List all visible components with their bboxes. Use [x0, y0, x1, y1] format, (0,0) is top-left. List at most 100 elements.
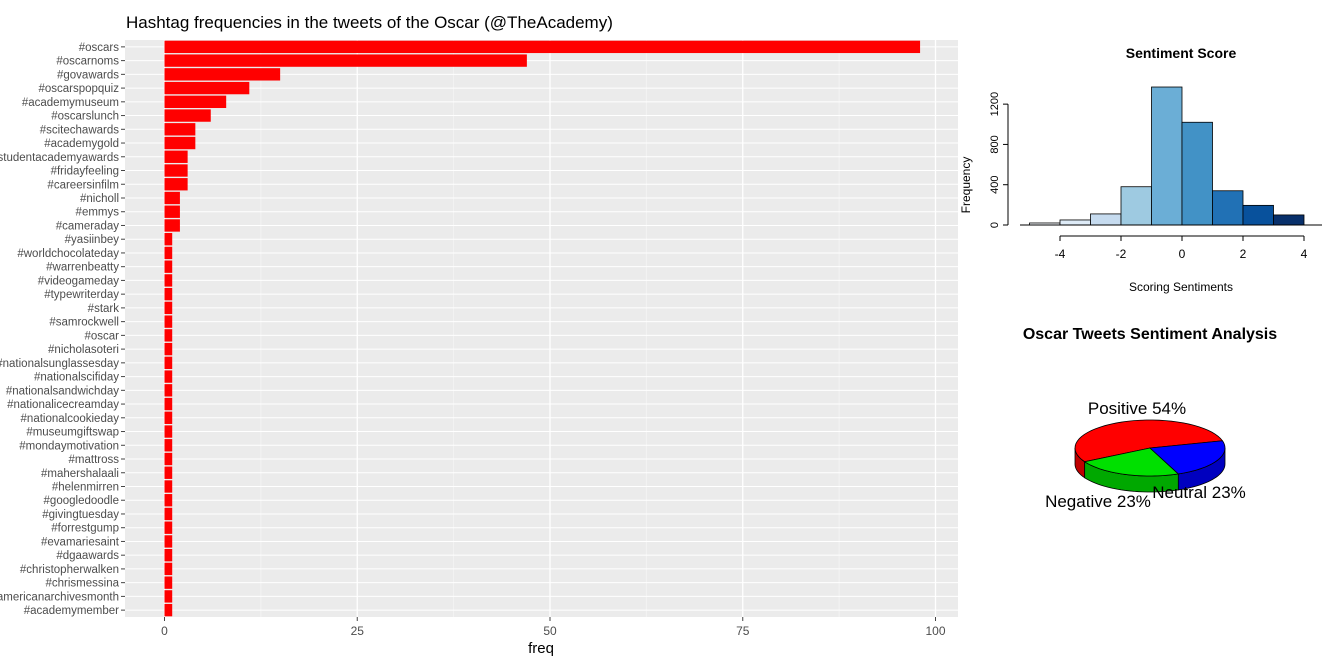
bar: [164, 603, 173, 617]
histogram-y-tick-label: 1200: [989, 92, 1001, 116]
bar: [164, 356, 173, 370]
bar: [164, 329, 173, 342]
category-label: #googledoodle: [44, 495, 119, 507]
sentiment-pie-chart: Oscar Tweets Sentiment Analysis Positive…: [1023, 326, 1277, 511]
category-label: #nationalcookieday: [21, 413, 120, 425]
histogram-axes: -4 -2 0 2 4 0 400 800 1200: [989, 92, 1322, 261]
category-label: #evamariesaint: [41, 536, 120, 548]
bar: [164, 54, 527, 67]
pie-slice-label: Positive 54%: [1088, 399, 1186, 418]
x-tick-label: 100: [925, 624, 945, 638]
category-label: #americanarchivesmonth: [0, 591, 119, 603]
bar: [164, 81, 250, 95]
bar-chart-x-axis-label: freq: [528, 640, 554, 657]
histogram-x-tick-label: -2: [1116, 247, 1127, 261]
bar: [164, 40, 921, 54]
category-label: #helenmirren: [52, 481, 119, 493]
x-tick-label: 25: [351, 624, 365, 638]
bar: [164, 342, 173, 356]
bar: [164, 205, 180, 218]
category-label: #stark: [88, 303, 120, 315]
pie-slice: [1149, 440, 1226, 475]
category-label: #oscarspopquiz: [38, 83, 119, 95]
bar: [164, 480, 173, 493]
bar: [164, 562, 173, 576]
pie-slice-label: Neutral 23%: [1152, 483, 1246, 502]
bar: [164, 150, 188, 163]
bar: [164, 397, 173, 411]
category-label: #nationalicecreamday: [7, 399, 119, 411]
category-label: #careersinfilm: [47, 179, 119, 191]
bar: [164, 301, 173, 315]
hashtag-bar-chart: Hashtag frequencies in the tweets of the…: [0, 13, 958, 657]
category-label: #govawards: [57, 69, 119, 81]
histogram-bar: [1242, 204, 1274, 226]
category-label: #givingtuesday: [42, 509, 119, 521]
category-label: #typewriterday: [44, 289, 119, 301]
category-label: #mattross: [69, 454, 120, 466]
category-label: #cameraday: [56, 220, 120, 232]
category-label: #forrestgump: [51, 523, 119, 535]
category-label: #dgaawards: [56, 550, 119, 562]
bar-chart-category-labels: #oscars #oscarnoms#govawards #oscarspopqui…: [0, 42, 125, 617]
category-label: #warrenbeatty: [46, 262, 119, 274]
bar: [164, 109, 211, 122]
bar: [164, 384, 173, 397]
category-label: #emmys: [76, 207, 120, 219]
bar: [164, 95, 227, 109]
bar: [164, 178, 188, 191]
bar: [164, 260, 173, 273]
bar: [164, 507, 173, 521]
bar-chart-x-ticks: 0 25 50 75 100: [161, 617, 946, 638]
category-label: #academymember: [24, 605, 119, 617]
histogram-y-tick-label: 400: [989, 176, 1001, 194]
category-label: #oscars: [79, 42, 120, 54]
bar: [164, 576, 173, 589]
category-label: #nicholasoteri: [48, 344, 119, 356]
category-label: #studentacademyawards: [0, 152, 119, 164]
category-label: #chrismessina: [46, 578, 120, 590]
histogram-x-tick-label: 4: [1301, 247, 1308, 261]
bar: [164, 315, 173, 328]
histogram-bar: [1059, 219, 1091, 226]
histogram-bar: [1273, 214, 1305, 226]
histogram-bar: [1120, 186, 1152, 226]
bar: [164, 68, 281, 81]
histogram-bar: [1212, 190, 1244, 226]
histogram-bar: [1151, 86, 1183, 226]
category-label: #nationalsandwichday: [6, 385, 119, 397]
category-label: #academymuseum: [22, 97, 119, 109]
bar: [164, 494, 173, 507]
bar: [164, 370, 173, 383]
category-label: #nicholl: [80, 193, 119, 205]
histogram-x-tick-label: 2: [1240, 247, 1247, 261]
category-label: #oscar: [84, 330, 119, 342]
histogram-y-tick-label: 800: [989, 135, 1001, 153]
histogram-y-axis-label: Frequency: [960, 157, 973, 214]
histogram-x-tick-label: 0: [1179, 247, 1186, 261]
histogram-x-tick-label: -4: [1055, 247, 1066, 261]
bar: [164, 439, 173, 452]
histogram-x-axis-label: Scoring Sentiments: [1129, 280, 1233, 294]
category-label: #oscarnoms: [56, 56, 119, 68]
category-label: #samrockwell: [49, 317, 119, 329]
bar: [164, 535, 173, 548]
category-label: #nationalsunglassesday: [0, 358, 119, 370]
bar: [164, 548, 173, 562]
category-label: #mahershalaali: [41, 468, 119, 480]
category-label: #yasiinbey: [65, 234, 120, 246]
bar-chart-title: Hashtag frequencies in the tweets of the…: [126, 13, 613, 32]
bar: [164, 136, 196, 150]
x-tick-label: 50: [543, 624, 557, 638]
category-label: #christopherwalken: [20, 564, 119, 576]
bar: [164, 452, 173, 466]
histogram-bars: [1029, 86, 1305, 226]
pie-slices: [1074, 419, 1226, 493]
bar: [164, 233, 173, 246]
bar: [164, 411, 173, 424]
bar: [164, 287, 173, 301]
pie-slice: [1083, 447, 1180, 477]
histogram-y-tick-label: 0: [989, 222, 1001, 228]
bar: [164, 123, 196, 136]
bar: [164, 425, 173, 438]
